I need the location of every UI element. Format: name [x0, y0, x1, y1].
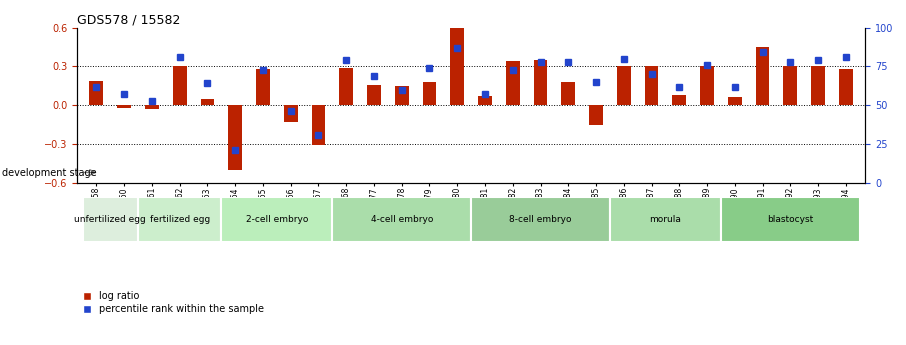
Bar [562, 82, 575, 105]
Bar [422, 82, 437, 105]
Bar [610, 197, 721, 241]
Bar [839, 69, 853, 105]
Bar [90, 81, 103, 105]
Bar [284, 105, 298, 122]
Text: GDS578 / 15582: GDS578 / 15582 [77, 13, 180, 27]
Bar [784, 66, 797, 105]
Bar [644, 66, 659, 105]
Bar [256, 69, 270, 105]
Bar [811, 66, 825, 105]
Bar [589, 105, 603, 125]
Bar [700, 66, 714, 105]
Bar [117, 105, 131, 108]
Bar [200, 99, 215, 105]
Text: development stage: development stage [2, 168, 96, 177]
Bar [756, 47, 769, 105]
Bar [728, 98, 742, 105]
Bar [333, 197, 471, 241]
Text: 4-cell embryo: 4-cell embryo [371, 215, 433, 224]
Bar [82, 197, 138, 241]
Text: morula: morula [650, 215, 681, 224]
Bar [450, 28, 464, 105]
Bar [221, 197, 333, 241]
Bar [672, 95, 686, 105]
Text: fertilized egg: fertilized egg [149, 215, 210, 224]
Bar [367, 85, 381, 105]
Bar [395, 86, 409, 105]
Bar [173, 66, 187, 105]
Bar [471, 197, 610, 241]
Bar [312, 105, 325, 145]
Bar [478, 96, 492, 105]
Legend: log ratio, percentile rank within the sample: log ratio, percentile rank within the sa… [82, 291, 265, 314]
Text: unfertilized egg: unfertilized egg [74, 215, 146, 224]
Bar [721, 197, 860, 241]
Bar [145, 105, 159, 109]
Bar [534, 60, 547, 105]
Text: 8-cell embryo: 8-cell embryo [509, 215, 572, 224]
Bar [339, 68, 353, 105]
Bar [138, 197, 221, 241]
Text: blastocyst: blastocyst [767, 215, 814, 224]
Text: 2-cell embryo: 2-cell embryo [246, 215, 308, 224]
Bar [228, 105, 242, 170]
Bar [617, 66, 631, 105]
Bar [506, 61, 520, 105]
